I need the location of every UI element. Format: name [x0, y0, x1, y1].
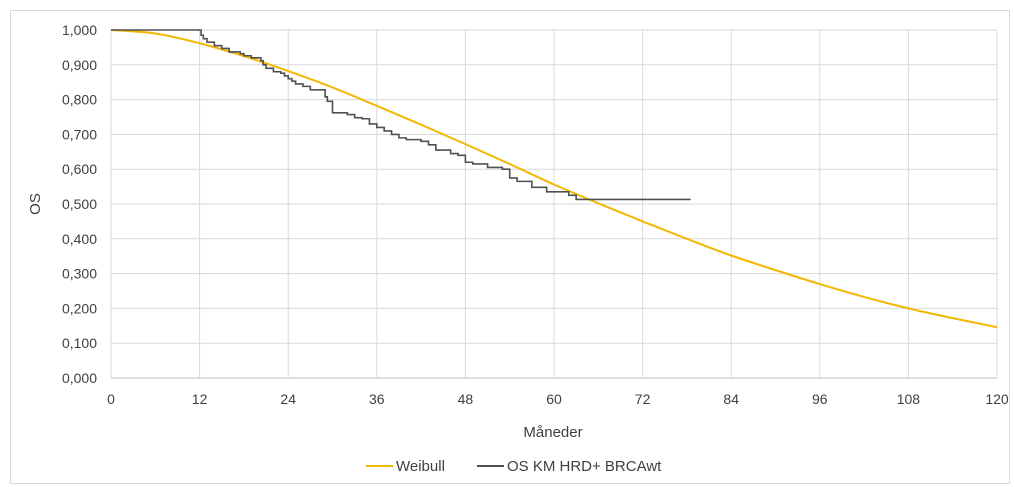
x-tick-label: 60 — [546, 391, 562, 407]
x-tick-label: 36 — [369, 391, 385, 407]
chart-area — [10, 10, 1010, 484]
x-tick-label: 96 — [812, 391, 828, 407]
x-tick-label: 48 — [458, 391, 474, 407]
series-line-km — [111, 29, 691, 201]
y-tick-label: 1,000 — [62, 22, 97, 38]
y-tick-label: 0,900 — [62, 57, 97, 73]
x-tick-label: 24 — [280, 391, 296, 407]
legend-label-km: OS KM HRD+ BRCAwt — [507, 458, 662, 475]
series-layer — [110, 29, 998, 329]
series-line-weibull — [110, 29, 998, 329]
y-tick-label: 0,400 — [62, 231, 97, 247]
y-tick-label: 0,300 — [62, 266, 97, 282]
y-axis-ticks: 0,000 0,100 0,200 0,300 0,400 0,500 0,600 0,700… — [62, 22, 97, 386]
gridlines — [110, 29, 998, 379]
x-tick-label: 84 — [723, 391, 739, 407]
x-axis-label: Måneder — [523, 424, 582, 441]
x-tick-label: 0 — [107, 391, 115, 407]
x-tick-label: 12 — [192, 391, 208, 407]
x-axis-ticks: 0 12 24 36 48 60 72 84 96 108 120 — [107, 391, 1009, 407]
y-tick-label: 0,000 — [62, 370, 97, 386]
legend: Weibull OS KM HRD+ BRCAwt — [366, 458, 662, 475]
x-tick-label: 108 — [897, 391, 921, 407]
x-tick-label: 120 — [985, 391, 1009, 407]
legend-label-weibull: Weibull — [396, 458, 445, 475]
y-tick-label: 0,200 — [62, 300, 97, 316]
y-tick-label: 0,800 — [62, 92, 97, 108]
y-tick-label: 0,500 — [62, 196, 97, 212]
x-tick-label: 72 — [635, 391, 651, 407]
y-tick-label: 0,600 — [62, 161, 97, 177]
y-tick-label: 0,700 — [62, 126, 97, 142]
y-axis-label: OS — [27, 193, 44, 215]
y-tick-label: 0,100 — [62, 335, 97, 351]
